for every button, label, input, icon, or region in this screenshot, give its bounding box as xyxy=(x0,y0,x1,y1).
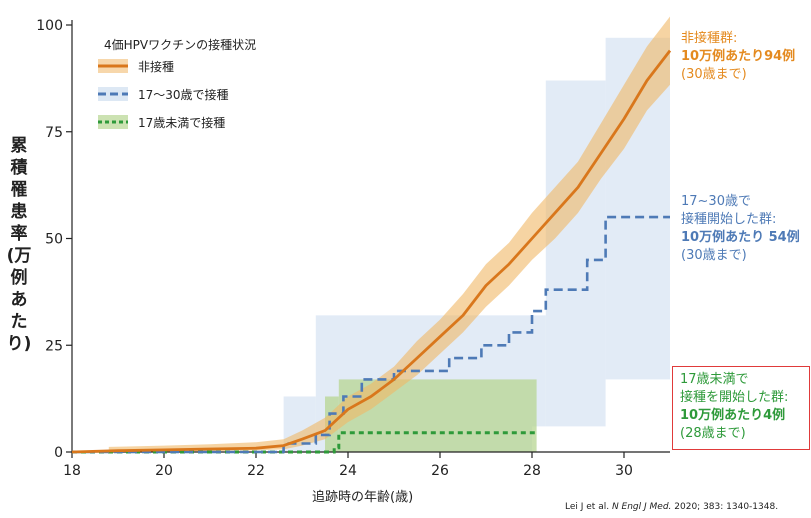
x-tick-label: 24 xyxy=(339,463,357,479)
y-axis-label: 累積罹患率(万例あたり) xyxy=(6,136,32,354)
y-tick-label: 25 xyxy=(45,338,63,354)
annotation-17-30: 17~30歳で 接種開始した群: 10万例あたり 54例 (30歳まで) xyxy=(681,193,800,265)
y-tick-label: 0 xyxy=(54,445,63,461)
line-17-30 xyxy=(72,215,670,454)
annotation-under-17: 17歳未満で 接種を開始した群: 10万例あたり4例 (28歳まで) xyxy=(672,366,810,450)
annotation-unvaccinated-line1: 非接種群: xyxy=(681,31,738,46)
y-tick-label: 100 xyxy=(36,18,63,34)
annotation-under-17-line4: (28歳まで) xyxy=(680,426,746,441)
annotation-under-17-line1: 17歳未満で xyxy=(680,372,749,387)
annotation-under-17-line2: 接種を開始した群: xyxy=(680,390,789,405)
line-unvaccinated xyxy=(71,49,672,454)
x-tick-label: 20 xyxy=(155,463,173,479)
legend-swatch-17-30 xyxy=(98,87,128,101)
annotation-under-17-line3: 10万例あたり4例 xyxy=(680,408,786,423)
x-tick-label: 28 xyxy=(523,463,541,479)
legend-swatch-unvaccinated xyxy=(98,59,128,73)
annotation-unvaccinated: 非接種群: 10万例あたり94例 (30歳まで) xyxy=(681,30,795,84)
legend-title: 4価HPVワクチンの接種状況 xyxy=(104,38,257,52)
legend-label-17-30: 17〜30歳で接種 xyxy=(138,88,229,102)
annotation-unvaccinated-line3: (30歳まで) xyxy=(681,67,747,82)
annotation-17-30-line2: 接種開始した群: xyxy=(681,212,777,227)
ci-band-unvaccinated xyxy=(108,16,671,452)
annotation-17-30-line4: (30歳まで) xyxy=(681,248,747,263)
x-axis-label: 追跡時の年齢(歳) xyxy=(312,490,414,505)
citation-details: 2020; 383: 1340-1348. xyxy=(674,502,779,512)
legend-label-unvaccinated: 非接種 xyxy=(138,60,175,74)
citation-authors: Lei J et al. xyxy=(565,502,610,512)
x-tick-label: 18 xyxy=(63,463,81,479)
annotation-17-30-line3: 10万例あたり 54例 xyxy=(681,230,800,245)
y-tick-label: 75 xyxy=(45,125,63,141)
y-tick-label: 50 xyxy=(45,232,63,248)
legend-label-under-17: 17歳未満で接種 xyxy=(138,116,226,130)
x-tick-label: 26 xyxy=(431,463,449,479)
citation-journal: N Engl J Med. xyxy=(611,502,672,512)
legend-swatch-under-17 xyxy=(98,115,128,129)
line-under-17 xyxy=(72,431,537,454)
annotation-unvaccinated-line2: 10万例あたり94例 xyxy=(681,49,796,64)
x-tick-label: 30 xyxy=(615,463,633,479)
annotation-17-30-line1: 17~30歳で xyxy=(681,194,751,209)
citation: Lei J et al. N Engl J Med. 2020; 383: 13… xyxy=(565,502,778,512)
x-tick-label: 22 xyxy=(247,463,265,479)
